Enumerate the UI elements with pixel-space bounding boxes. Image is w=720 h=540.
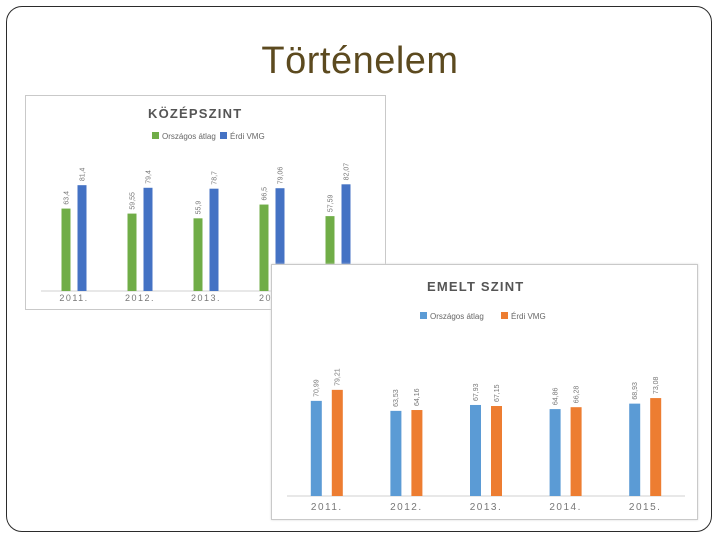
- chart1-tick-label-2: 2013.: [470, 502, 503, 513]
- chart0-legend-label-0: Országos átlag: [162, 132, 216, 141]
- chart1-bar-0-2: [470, 404, 481, 496]
- chart-emelt-szint-svg: EMELT SZINT Országos átlag Érdi VMG 70,99 79…: [287, 279, 685, 513]
- chart1-data-label-1-0: 79,21: [335, 368, 342, 386]
- chart1-legend-label-1: Érdi VMG: [511, 312, 546, 321]
- chart1-data-label-1-3: 66,28: [573, 386, 580, 404]
- chart0-bar-1-3: [275, 188, 285, 291]
- chart0-legend-swatch-0: [152, 132, 159, 139]
- chart1-bar-0-4: [629, 403, 641, 496]
- chart1-bar-0-3: [549, 409, 561, 496]
- chart1-bar-1-0: [331, 389, 343, 496]
- chart1-tick-label-0: 2011.: [311, 502, 343, 513]
- chart1-data-label-0-3: 64,86: [552, 387, 559, 405]
- chart0-data-label-1-3: 79,06: [277, 167, 284, 185]
- chart0-bar-0-0: [61, 208, 71, 291]
- chart1-data-label-0-1: 63,53: [393, 389, 400, 407]
- chart0-data-label-0-1: 59,55: [129, 192, 136, 210]
- chart0-data-label-1-0: 81,4: [79, 167, 86, 181]
- chart0-data-label-1-1: 79,4: [145, 170, 152, 184]
- chart1-bar-1-4: [650, 398, 662, 496]
- chart1-data-label-0-0: 70,99: [314, 379, 321, 397]
- chart0-bar-1-2: [209, 188, 219, 291]
- chart0-legend-swatch-1: [220, 132, 227, 139]
- chart0-bar-0-2: [193, 218, 203, 291]
- chart0-tick-label-0: 2011.: [59, 293, 88, 303]
- chart1-legend-swatch-1: [501, 312, 508, 319]
- chart0-data-label-0-4: 57,59: [327, 195, 334, 213]
- chart0-data-label-0-2: 55,9: [195, 201, 202, 215]
- chart0-bar-1-1: [143, 187, 153, 291]
- chart1-bar-0-1: [390, 410, 402, 496]
- chart0-title: KÖZÉPSZINT: [148, 106, 242, 121]
- chart1-title: EMELT SZINT: [427, 279, 524, 294]
- chart1-bar-1-3: [570, 407, 582, 496]
- chart1-data-label-1-4: 73,08: [653, 376, 660, 394]
- chart1-data-label-1-2: 67,15: [494, 384, 501, 402]
- chart1-tick-label-3: 2014.: [549, 502, 582, 513]
- chart0-bar-1-4: [341, 184, 351, 291]
- chart0-bar-1-0: [77, 185, 87, 291]
- chart0-data-label-1-2: 78,7: [211, 171, 218, 185]
- chart0-bar-0-4: [325, 216, 335, 291]
- chart0-data-label-0-3: 66,5: [261, 187, 268, 201]
- chart0-tick-label-1: 2012.: [125, 293, 155, 303]
- chart1-bar-0-0: [310, 400, 322, 496]
- chart0-data-label-1-4: 82,07: [343, 163, 350, 181]
- chart1-data-label-1-1: 64,16: [414, 388, 421, 406]
- chart1-data-label-0-4: 68,93: [632, 382, 639, 400]
- chart0-bar-0-3: [259, 204, 269, 291]
- chart0-data-label-0-0: 63,4: [63, 191, 70, 205]
- chart1-data-label-0-2: 67,93: [473, 383, 480, 401]
- chart0-bar-0-1: [127, 213, 137, 291]
- chart1-tick-label-1: 2012.: [390, 502, 423, 513]
- chart-emelt-szint: EMELT SZINT Országos átlag Érdi VMG 70,99 79…: [271, 264, 698, 520]
- chart1-legend-swatch-0: [420, 312, 427, 319]
- chart0-tick-label-2: 2013.: [191, 293, 221, 303]
- slide-title: Történelem: [261, 40, 459, 82]
- chart0-legend-label-1: Érdi VMG: [230, 132, 265, 141]
- chart1-bar-1-2: [491, 406, 502, 496]
- chart1-legend-label-0: Országos átlag: [430, 312, 484, 321]
- chart1-bar-1-1: [411, 410, 423, 496]
- chart1-tick-label-4: 2015.: [629, 502, 662, 513]
